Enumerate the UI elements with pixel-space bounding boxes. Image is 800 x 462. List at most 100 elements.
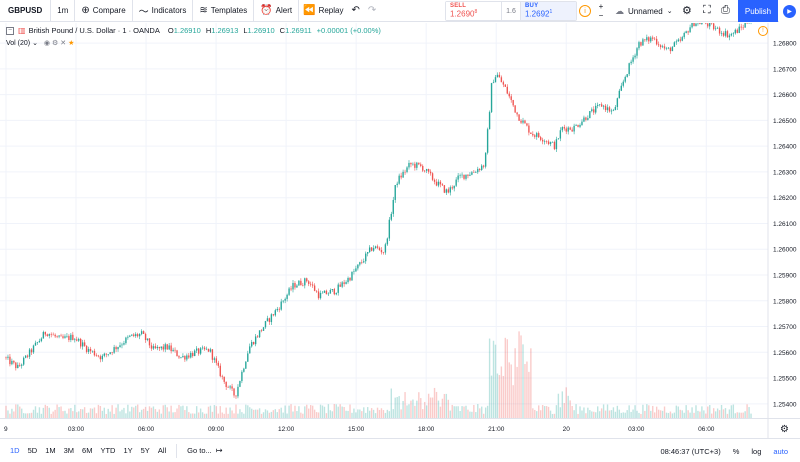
candle-body xyxy=(150,345,153,349)
y-tick-label: 1.26100 xyxy=(773,221,797,228)
indicators-button[interactable]: 〜 Indicators xyxy=(133,0,194,22)
volume-bar xyxy=(162,405,164,418)
high-value: H1.26913 xyxy=(206,26,239,35)
candle-body xyxy=(34,342,37,346)
play-button[interactable]: ▶ xyxy=(779,0,800,22)
range-6m[interactable]: 6M xyxy=(82,446,93,455)
candle-body xyxy=(500,77,503,83)
candle-body xyxy=(306,278,308,282)
layout-menu[interactable]: ☁ Unnamed ⌄ xyxy=(615,0,673,22)
volume-bar xyxy=(490,375,493,418)
eye-icon[interactable]: ◉ xyxy=(43,40,53,47)
volume-bar xyxy=(380,408,383,418)
candle-body xyxy=(127,336,129,338)
interval-button[interactable]: 1m xyxy=(51,0,76,22)
candle-body xyxy=(718,27,721,34)
collapse-icon[interactable]: − xyxy=(6,26,14,35)
candle-body xyxy=(113,347,115,353)
close-icon[interactable]: ✕ xyxy=(60,40,69,47)
clock-readout[interactable]: 08:46:37 (UTC+3) xyxy=(660,446,721,456)
redo-icon[interactable]: ↷ xyxy=(367,5,377,16)
volume-bar xyxy=(453,406,455,418)
candle-body xyxy=(304,278,306,286)
candle-body xyxy=(427,169,430,172)
volume-bar xyxy=(333,404,335,418)
volume-bar xyxy=(213,405,216,418)
candle-body xyxy=(677,39,679,42)
volume-bar xyxy=(99,405,102,418)
candle-body xyxy=(182,356,184,358)
star-icon[interactable]: ★ xyxy=(68,40,77,47)
volume-bar xyxy=(738,412,740,418)
chart-area[interactable]: 1.25400 1.25500 1.25600 1.25700 1.25800 1.259… xyxy=(0,23,800,438)
y-tick-label: 1.26000 xyxy=(773,247,797,254)
gear-icon[interactable]: ⚙ xyxy=(682,5,692,17)
range-1d[interactable]: 1D xyxy=(10,446,20,455)
volume-bar xyxy=(569,400,571,418)
candle-body xyxy=(392,199,394,214)
candle-body xyxy=(547,141,550,145)
replay-button[interactable]: ⏪ Replay xyxy=(299,0,347,22)
volume-bar xyxy=(347,410,349,418)
volume-legend[interactable]: Vol (20) ⌄ ◉⚙✕★ xyxy=(6,39,76,47)
publish-button[interactable]: Publish xyxy=(738,0,778,22)
sell-button[interactable]: SELL 1.26908 xyxy=(446,2,501,20)
volume-bar xyxy=(180,406,182,418)
candle-body xyxy=(514,105,516,113)
buy-button[interactable]: BUY 1.26921 xyxy=(521,2,576,20)
percent-toggle[interactable]: % xyxy=(732,446,740,456)
axis-settings-icon[interactable]: ⚙ xyxy=(780,424,789,435)
volume-bar xyxy=(418,392,420,418)
fullscreen-icon[interactable]: ⛶ xyxy=(703,4,711,16)
candle-body xyxy=(689,27,691,33)
candle-body xyxy=(598,104,601,105)
volume-bar xyxy=(138,412,141,418)
plus-minus-icon[interactable]: + − xyxy=(598,2,604,20)
candle-body xyxy=(361,262,363,263)
volume-bar xyxy=(195,406,198,418)
candle-body xyxy=(384,244,387,253)
candle-body xyxy=(370,247,373,251)
candle-body xyxy=(418,162,420,165)
chart-canvas[interactable]: 1.25400 1.25500 1.25600 1.25700 1.25800 1.259… xyxy=(0,23,800,438)
volume-bar xyxy=(142,408,145,418)
log-toggle[interactable]: log xyxy=(751,446,762,456)
symbol-search[interactable]: GBPUSD xyxy=(0,0,52,22)
x-tick-label: 20 xyxy=(563,426,571,433)
range-5y[interactable]: 5Y xyxy=(140,446,150,455)
info-icon[interactable]: i xyxy=(579,5,591,17)
range-all[interactable]: All xyxy=(157,446,167,455)
templates-button[interactable]: ≋ Templates xyxy=(193,0,255,22)
volume-bar xyxy=(109,411,111,418)
candle-body xyxy=(482,165,485,167)
candle-body xyxy=(663,46,666,49)
volume-bar xyxy=(278,409,280,418)
price-axis[interactable] xyxy=(768,23,800,438)
range-5d[interactable]: 5D xyxy=(27,446,38,455)
candle-body xyxy=(510,96,512,101)
alert-button[interactable]: ⏰ Alert xyxy=(254,0,300,22)
candle-body xyxy=(626,74,628,77)
undo-icon[interactable]: ↶ xyxy=(351,5,360,16)
candle-body xyxy=(83,342,86,346)
volume-bar xyxy=(103,407,105,418)
candle-body xyxy=(701,23,703,25)
range-3m[interactable]: 3M xyxy=(63,446,75,455)
goto-button[interactable]: Go to... ↦ xyxy=(183,446,226,455)
chevron-down-icon[interactable]: ⌄ xyxy=(32,40,38,47)
volume-bar xyxy=(260,413,263,418)
candle-body xyxy=(524,120,526,124)
camera-icon[interactable]: ⎙ xyxy=(721,4,730,16)
volume-bar xyxy=(91,408,94,418)
candle-body xyxy=(345,282,347,284)
warning-icon[interactable]: ! xyxy=(758,26,768,36)
candle-body xyxy=(616,98,619,107)
range-1m[interactable]: 1M xyxy=(45,446,56,455)
auto-toggle[interactable]: auto xyxy=(773,446,788,456)
volume-bar xyxy=(22,413,25,418)
settings-small-icon[interactable]: ⚙ xyxy=(52,40,61,47)
compare-button[interactable]: ⊕ Compare xyxy=(75,0,133,22)
volume-bar xyxy=(186,406,188,418)
range-ytd[interactable]: YTD xyxy=(100,446,116,455)
range-1y[interactable]: 1Y xyxy=(123,446,133,455)
